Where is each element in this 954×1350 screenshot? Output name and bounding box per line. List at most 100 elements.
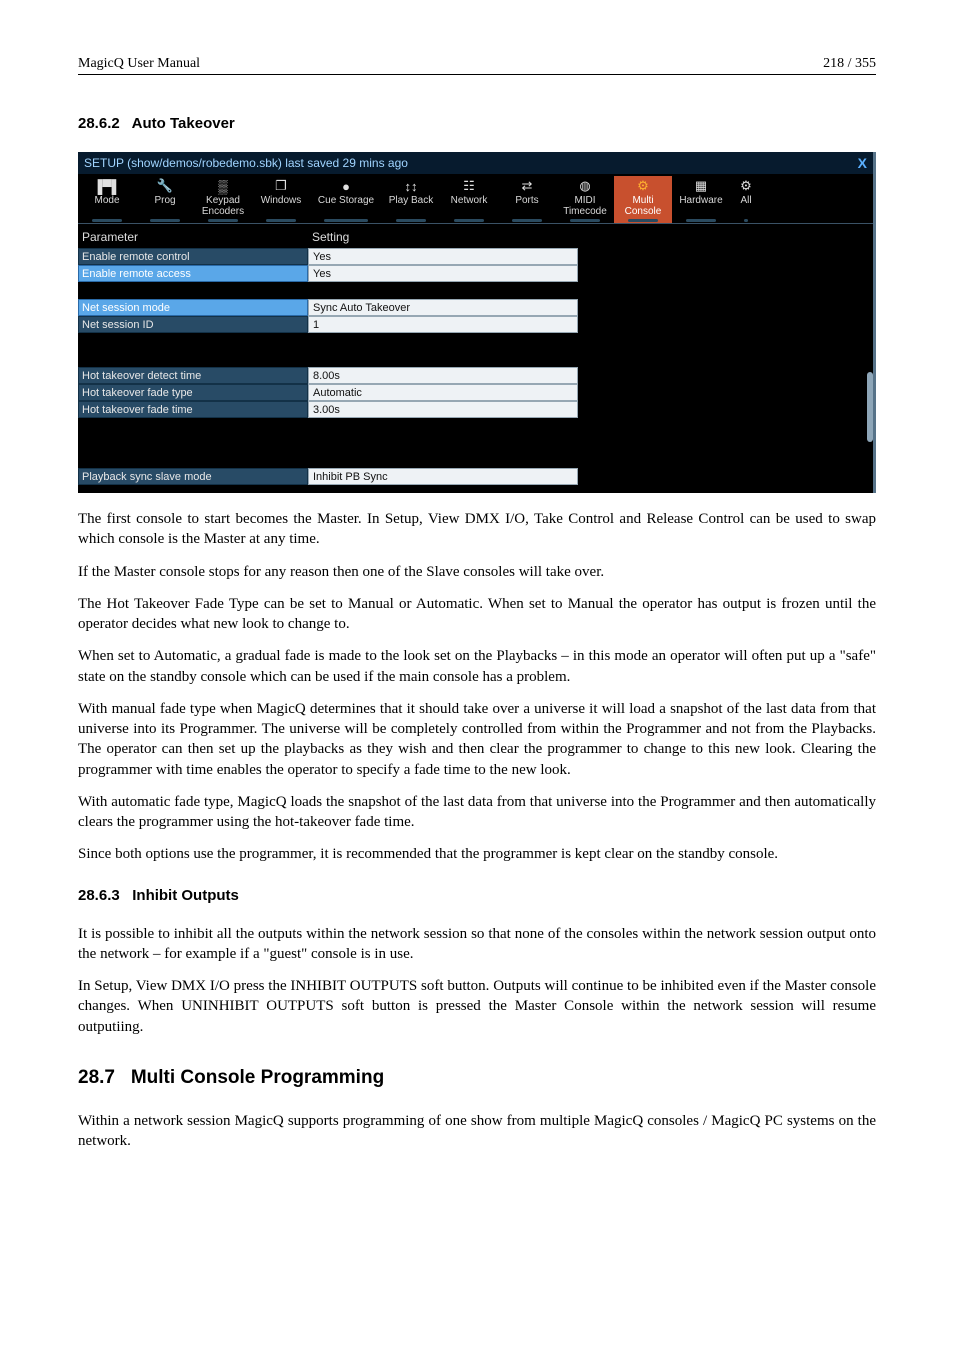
settings-row[interactable]: Hot takeover fade time3.00s (78, 401, 873, 418)
toolbar-keypad-encoders-button[interactable]: ▒ KeypadEncoders (194, 176, 252, 223)
disk-icon: ● (310, 178, 382, 194)
header-rule (78, 74, 876, 75)
settings-row[interactable]: Net session modeSync Auto Takeover (78, 299, 873, 316)
value-cell[interactable]: 3.00s (308, 401, 578, 418)
toolbar-label: Windows (252, 196, 310, 207)
para: With manual fade type when MagicQ determ… (78, 699, 876, 780)
toolbar-cue-storage-button[interactable]: ● Cue Storage (310, 176, 382, 223)
toolbar-label: MIDITimecode (556, 196, 614, 217)
toolbar-play-back-button[interactable]: ↕↕ Play Back (382, 176, 440, 223)
toolbar-underline (512, 219, 542, 222)
scrollbar-thumb[interactable] (867, 372, 873, 442)
gear-icon: ⚙ (730, 178, 762, 194)
settings-row[interactable]: Hot takeover detect time8.00s (78, 367, 873, 384)
para: The Hot Takeover Fade Type can be set to… (78, 594, 876, 635)
toolbar: ▐▀▌ Mode🔧Prog▒ KeypadEncoders❐ Windows● Cue … (78, 174, 873, 223)
param-cell[interactable]: Net session mode (78, 299, 308, 316)
settings-row[interactable]: Enable remote accessYes (78, 265, 873, 282)
settings-rows: Enable remote controlYesEnable remote ac… (78, 248, 873, 493)
settings-row[interactable]: Net session ID1 (78, 316, 873, 333)
toolbar-label: All (730, 196, 762, 207)
para: Within a network session MagicQ supports… (78, 1111, 876, 1152)
section-title: Auto Takeover (132, 115, 235, 132)
param-cell[interactable]: Hot takeover fade type (78, 384, 308, 401)
param-cell[interactable]: Hot takeover detect time (78, 367, 308, 384)
toolbar-underline (92, 219, 122, 222)
window-title: SETUP (show/demos/robedemo.sbk) last sav… (84, 156, 408, 170)
param-cell[interactable]: Enable remote control (78, 248, 308, 265)
para: If the Master console stops for any reas… (78, 562, 876, 582)
value-cell[interactable]: Sync Auto Takeover (308, 299, 578, 316)
para: Since both options use the programmer, i… (78, 844, 876, 864)
manual-title: MagicQ User Manual (78, 56, 200, 72)
toolbar-underline (150, 219, 180, 222)
param-cell[interactable]: Net session ID (78, 316, 308, 333)
toolbar-label: Play Back (382, 196, 440, 207)
swap-icon: ⇄ (498, 178, 556, 194)
param-cell[interactable]: Playback sync slave mode (78, 468, 308, 485)
param-cell[interactable]: Hot takeover fade time (78, 401, 308, 418)
toolbar-mode-button[interactable]: ▐▀▌ Mode (78, 176, 136, 223)
setup-screenshot: SETUP (show/demos/robedemo.sbk) last sav… (78, 152, 876, 493)
column-headers: Parameter Setting (78, 224, 873, 248)
value-cell[interactable]: 1 (308, 316, 578, 333)
section-title: Multi Console Programming (131, 1067, 384, 1088)
toolbar-label: Cue Storage (310, 196, 382, 207)
value-cell[interactable]: Inhibit PB Sync (308, 468, 578, 485)
sliders-icon: ▐▀▌ (78, 178, 136, 194)
row-gap (78, 333, 873, 367)
faders-icon: ↕↕ (382, 178, 440, 194)
section-auto-takeover-heading: 28.6.2 Auto Takeover (78, 115, 876, 132)
toolbar-underline (628, 219, 658, 222)
toolbar-midi-timecode-button[interactable]: ◍ MIDITimecode (556, 176, 614, 223)
toolbar-hardware-button[interactable]: ▦ Hardware (672, 176, 730, 223)
param-cell[interactable]: Enable remote access (78, 265, 308, 282)
page-number: 218 / 355 (823, 56, 876, 72)
value-cell[interactable]: Automatic (308, 384, 578, 401)
close-icon[interactable]: X (858, 155, 867, 171)
section-title: Inhibit Outputs (132, 887, 239, 904)
section-number: 28.6.2 (78, 115, 120, 132)
settings-row[interactable]: Enable remote controlYes (78, 248, 873, 265)
toolbar-all-button[interactable]: ⚙ All (730, 176, 762, 223)
toolbar-label: Mode (78, 196, 136, 207)
chip-icon: ▦ (672, 178, 730, 194)
value-cell[interactable]: Yes (308, 265, 578, 282)
page-header: MagicQ User Manual 218 / 355 (78, 56, 876, 72)
multigear-icon: ⚙ (614, 178, 672, 194)
col-parameter: Parameter (78, 230, 308, 244)
toolbar-underline (208, 219, 238, 222)
para: It is possible to inhibit all the output… (78, 924, 876, 965)
value-cell[interactable]: 8.00s (308, 367, 578, 384)
net-icon: ☷ (440, 178, 498, 194)
toolbar-label: MultiConsole (614, 196, 672, 217)
midi-icon: ◍ (556, 178, 614, 194)
section-number: 28.7 (78, 1067, 115, 1088)
toolbar-underline (686, 219, 716, 222)
toolbar-prog-button[interactable]: 🔧Prog (136, 176, 194, 223)
para: With automatic fade type, MagicQ loads t… (78, 792, 876, 833)
col-setting: Setting (308, 230, 873, 244)
toolbar-ports-button[interactable]: ⇄ Ports (498, 176, 556, 223)
toolbar-label: Prog (136, 196, 194, 207)
toolbar-windows-button[interactable]: ❐ Windows (252, 176, 310, 223)
toolbar-network-button[interactable]: ☷Network (440, 176, 498, 223)
toolbar-underline (324, 219, 368, 222)
row-gap (78, 418, 873, 468)
section-number: 28.6.3 (78, 887, 120, 904)
toolbar-label: Hardware (672, 196, 730, 207)
toolbar-label: KeypadEncoders (194, 196, 252, 217)
section-multi-console-heading: 28.7 Multi Console Programming (78, 1067, 876, 1089)
toolbar-label: Ports (498, 196, 556, 207)
windows-icon: ❐ (252, 178, 310, 194)
toolbar-underline (266, 219, 296, 222)
value-cell[interactable]: Yes (308, 248, 578, 265)
settings-row[interactable]: Hot takeover fade typeAutomatic (78, 384, 873, 401)
settings-row[interactable]: Playback sync slave modeInhibit PB Sync (78, 468, 873, 485)
grid-icon: ▒ (194, 178, 252, 194)
toolbar-multi-console-button[interactable]: ⚙ MultiConsole (614, 176, 672, 223)
para: In Setup, View DMX I/O press the INHIBIT… (78, 976, 876, 1037)
toolbar-underline (744, 219, 748, 222)
para: The first console to start becomes the M… (78, 509, 876, 550)
toolbar-underline (396, 219, 426, 222)
